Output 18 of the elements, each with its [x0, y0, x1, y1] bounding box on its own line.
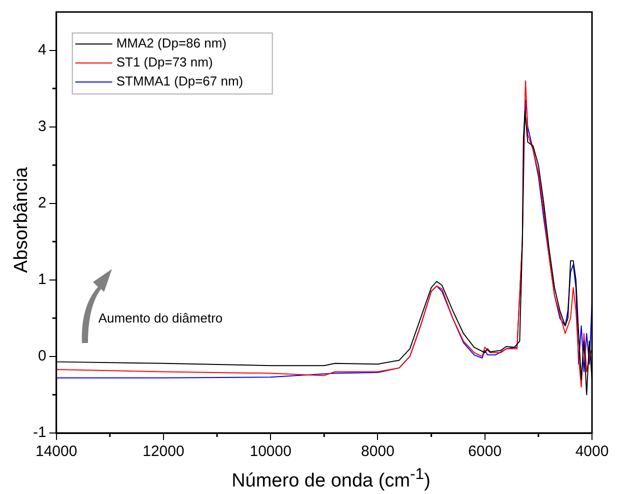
x-tick-label: 12000 — [142, 443, 184, 460]
legend-label: STMMA1 (Dp=67 nm) — [116, 74, 244, 89]
x-axis-title: Número de onda (cm$^{-1}$) — [230, 466, 432, 492]
y-tick-label: 3 — [38, 118, 46, 135]
x-tick-label: 10000 — [250, 443, 292, 460]
legend-label: MMA2 (Dp=86 nm) — [116, 36, 227, 51]
y-tick-label: 0 — [38, 348, 46, 365]
x-tick-label: 6000 — [468, 443, 502, 460]
y-tick-label: 1 — [38, 271, 46, 288]
annotation: Aumento do diâmetro — [98, 310, 223, 326]
legend-label: ST1 (Dp=73 nm) — [116, 54, 213, 70]
x-tick-label: 4000 — [575, 443, 609, 460]
y-tick-label: 4 — [38, 41, 46, 58]
y-axis-title: Absorbância — [11, 167, 33, 273]
x-tick-label: 8000 — [361, 443, 394, 460]
x-tick-label: 14000 — [35, 443, 78, 460]
y-tick-label: 2 — [38, 194, 46, 212]
y-tick-label: -1 — [32, 424, 46, 442]
